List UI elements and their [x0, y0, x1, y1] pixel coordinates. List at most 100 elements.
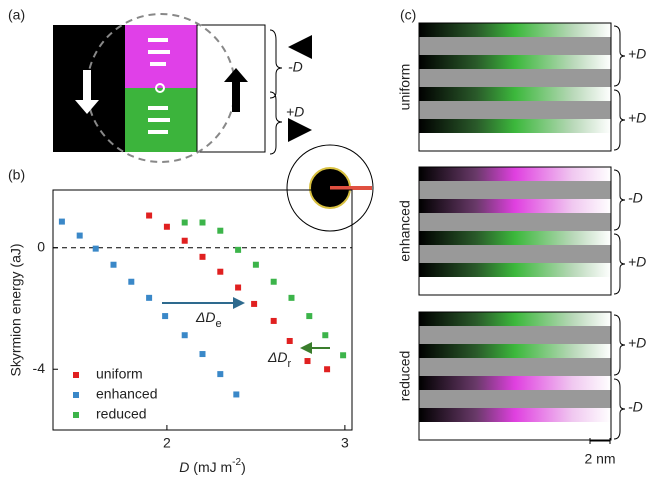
y-axis-label: Skyrmion energy (aJ) — [8, 243, 24, 376]
point — [233, 391, 239, 397]
point — [271, 318, 277, 324]
point — [235, 285, 241, 291]
scale-label: 2 nm — [584, 451, 615, 467]
panel-label: (b) — [8, 167, 25, 183]
x-axis-label-part: (mJ m — [189, 459, 232, 475]
group-label: uniform — [397, 64, 413, 111]
domain-white — [197, 25, 265, 152]
point — [182, 238, 188, 244]
point — [77, 233, 83, 239]
wall-strip — [419, 167, 611, 181]
annotation: ΔDr — [267, 349, 292, 370]
group-label: reduced — [397, 351, 413, 402]
point — [287, 338, 293, 344]
point — [217, 228, 223, 234]
gap-row — [419, 181, 611, 199]
d-label: +D — [628, 254, 646, 270]
point — [111, 262, 117, 268]
gap-row — [419, 358, 611, 376]
legend-label: uniform — [96, 366, 143, 382]
point — [288, 295, 294, 301]
wall-strip — [419, 263, 611, 277]
annotation-main: ΔD — [267, 349, 288, 365]
x-tick-label: 3 — [341, 435, 349, 451]
point — [271, 279, 277, 285]
gap-row — [419, 101, 611, 119]
d-label: +D — [628, 110, 646, 126]
wall-strip — [419, 312, 611, 326]
point — [200, 254, 206, 260]
x-axis-label-part: D — [179, 459, 189, 475]
point — [253, 262, 259, 268]
point — [146, 295, 152, 301]
panel-label: (a) — [8, 7, 25, 23]
wall-strip — [419, 55, 611, 69]
wall-strip — [419, 231, 611, 245]
point — [182, 220, 188, 226]
annotation-sub: r — [288, 358, 292, 370]
wall-strip — [419, 344, 611, 358]
y-tick-label: 0 — [37, 238, 45, 254]
brace — [614, 26, 625, 86]
brace — [614, 315, 625, 375]
gap-row — [419, 37, 611, 55]
point — [162, 313, 168, 319]
figure: (a) -D +D (b) (c) 2 3 0 -4 Skyrmion energy (… — [0, 0, 653, 487]
panel-a: (a) -D +D — [8, 7, 310, 162]
d-label: +D — [628, 335, 646, 351]
wall-strip — [419, 87, 611, 101]
point — [322, 332, 328, 338]
gap-row — [419, 422, 611, 440]
point — [217, 269, 223, 275]
wall-strip — [419, 408, 611, 422]
point — [128, 279, 134, 285]
x-axis-label: D (mJ m-2) — [179, 457, 245, 475]
panel-label: (c) — [400, 7, 416, 23]
point — [59, 219, 65, 225]
d-label: -D — [628, 399, 643, 415]
d-label: +D — [286, 104, 304, 120]
y-tick-label: -4 — [33, 360, 46, 376]
point — [182, 332, 188, 338]
annotation: ΔDe — [195, 309, 222, 330]
point — [305, 358, 311, 364]
gap-row — [419, 390, 611, 408]
point — [164, 224, 170, 230]
d-label: +D — [628, 46, 646, 62]
wall-magenta — [125, 25, 197, 88]
brace — [614, 379, 625, 439]
gap-row — [419, 277, 611, 295]
braces — [270, 30, 282, 154]
wall-strip — [419, 119, 611, 133]
brace — [614, 90, 625, 150]
point — [340, 352, 346, 358]
brace — [614, 234, 625, 294]
group-label: enhanced — [397, 200, 413, 262]
point — [324, 366, 330, 372]
legend-marker — [73, 372, 79, 378]
wall-strip — [419, 23, 611, 37]
point — [200, 351, 206, 357]
point — [235, 247, 241, 253]
legend-marker — [73, 392, 79, 398]
point — [93, 246, 99, 252]
wall-strip — [419, 199, 611, 213]
legend-marker — [73, 412, 79, 418]
gap-row — [419, 245, 611, 263]
gap-row — [419, 213, 611, 231]
annotation-main: ΔD — [195, 309, 216, 325]
point — [306, 313, 312, 319]
scatter-chart: 2 3 0 -4 Skyrmion energy (aJ) D (mJ m-2) unifo… — [8, 190, 352, 475]
brace — [614, 170, 625, 230]
x-axis-label-part: ) — [241, 459, 246, 475]
legend-label: enhanced — [96, 386, 158, 402]
point — [200, 220, 206, 226]
point — [251, 301, 257, 307]
d-label: -D — [288, 59, 303, 75]
wall-strip — [419, 376, 611, 390]
point — [217, 371, 223, 377]
gap-row — [419, 133, 611, 151]
gap-row — [419, 69, 611, 87]
x-tick-label: 2 — [163, 435, 171, 451]
